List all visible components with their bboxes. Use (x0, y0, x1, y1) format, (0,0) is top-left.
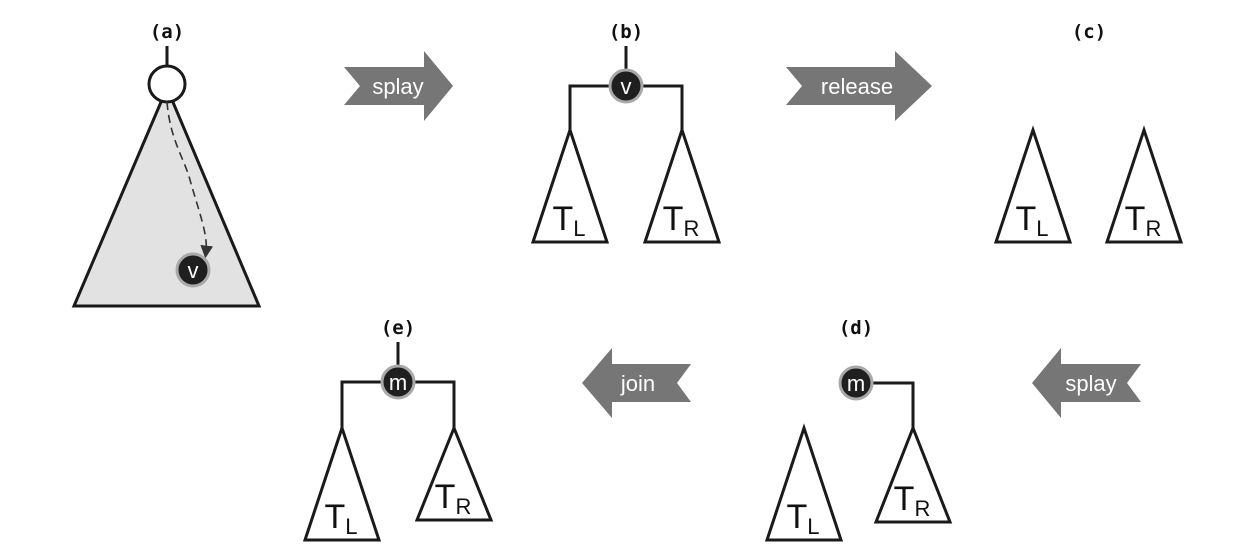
panel-b-right-tree-letter: T (663, 200, 684, 238)
panel-e-node-m-label: m (389, 370, 407, 395)
join-arrow-shape (582, 348, 691, 418)
panel-e: (e) m TL TR (302, 317, 494, 542)
panel-b-right-subtree-label: TR (663, 200, 700, 241)
panel-b-left-subtree (530, 125, 610, 244)
panel-e-left-tree-letter: T (324, 498, 345, 536)
panel-e-right-tree-letter: T (435, 478, 456, 516)
panel-b: (b) v TL TR (530, 21, 722, 244)
splay-arrow-1-label: splay (372, 74, 423, 99)
panel-a-node-v-label: v (188, 258, 199, 283)
panel-c-left-tree-subscript: L (1036, 216, 1048, 241)
panel-b-right-subtree (642, 125, 722, 244)
release-arrow-label: release (821, 74, 893, 99)
panel-b-node-v-label: v (621, 74, 632, 99)
panel-e-right-subtree (414, 423, 494, 522)
panel-b-right-edge (642, 84, 684, 130)
panel-c-right-subtree-label: TR (1125, 200, 1162, 241)
release-arrow: release (786, 51, 932, 121)
panel-b-label: (b) (609, 21, 643, 43)
panel-a-label: (a) (150, 21, 184, 43)
panel-d-left-tree-subscript: L (807, 514, 819, 539)
splay-arrow-2-label: splay (1065, 371, 1116, 396)
panel-a-search-path (166, 101, 214, 259)
panel-c-left-subtree (993, 125, 1073, 244)
panel-d-right-tree-letter: T (894, 480, 915, 518)
panel-b-node-v (608, 68, 644, 104)
panel-d-left-tree-letter: T (786, 498, 807, 536)
panel-d-label: (d) (839, 317, 873, 339)
panel-e-node-m (380, 364, 416, 400)
join-arrow: join (582, 348, 691, 418)
splay-arrow-1: splay (344, 51, 453, 121)
panel-e-right-subtree-label: TR (435, 478, 472, 519)
panel-d-right-tree-subscript: R (914, 496, 930, 521)
panel-e-right-tree-subscript: R (455, 494, 471, 519)
panel-e-left-subtree (302, 423, 382, 542)
panel-d-node-m-label: m (847, 371, 865, 396)
panel-c-right-tree-subscript: R (1145, 216, 1161, 241)
splay-arrow-2-shape (1032, 348, 1141, 418)
release-arrow-shape (786, 51, 932, 121)
panel-c-label: (c) (1072, 21, 1106, 43)
panel-b-left-tree-letter: T (552, 200, 573, 238)
panel-b-right-tree-subscript: R (683, 216, 699, 241)
panel-e-left-edge (340, 380, 382, 428)
panel-a-node-v (175, 252, 211, 288)
panel-b-left-subtree-label: TL (552, 200, 585, 241)
panel-b-left-tree-subscript: L (573, 216, 585, 241)
panel-d-left-subtree-label: TL (786, 498, 819, 539)
panel-d-right-subtree-label: TR (894, 480, 931, 521)
panel-e-label: (e) (381, 317, 415, 339)
panel-e-right-edge (414, 380, 456, 428)
splay-arrow-2: splay (1032, 348, 1141, 418)
panel-c-right-tree-letter: T (1125, 200, 1146, 238)
panel-d-node-m (838, 365, 874, 401)
panel-a-tree (71, 84, 262, 308)
panel-c-left-tree-letter: T (1015, 200, 1036, 238)
join-arrow-label: join (620, 371, 655, 396)
panel-a: (a) v (71, 21, 262, 308)
panel-c: (c) TL TR (993, 21, 1184, 244)
panel-c-left-subtree-label: TL (1015, 200, 1048, 241)
splay-arrow-1-shape (344, 51, 453, 121)
panel-d-right-edge (872, 381, 915, 428)
panel-d-right-subtree (873, 423, 953, 524)
panel-d-left-subtree (764, 423, 844, 542)
panel-e-left-subtree-label: TL (324, 498, 357, 539)
panel-a-root-node (147, 64, 187, 104)
panel-d: (d) m TL TR (764, 317, 953, 542)
panel-c-right-subtree (1104, 125, 1184, 244)
panel-b-left-edge (568, 84, 610, 130)
panel-e-left-tree-subscript: L (345, 514, 357, 539)
